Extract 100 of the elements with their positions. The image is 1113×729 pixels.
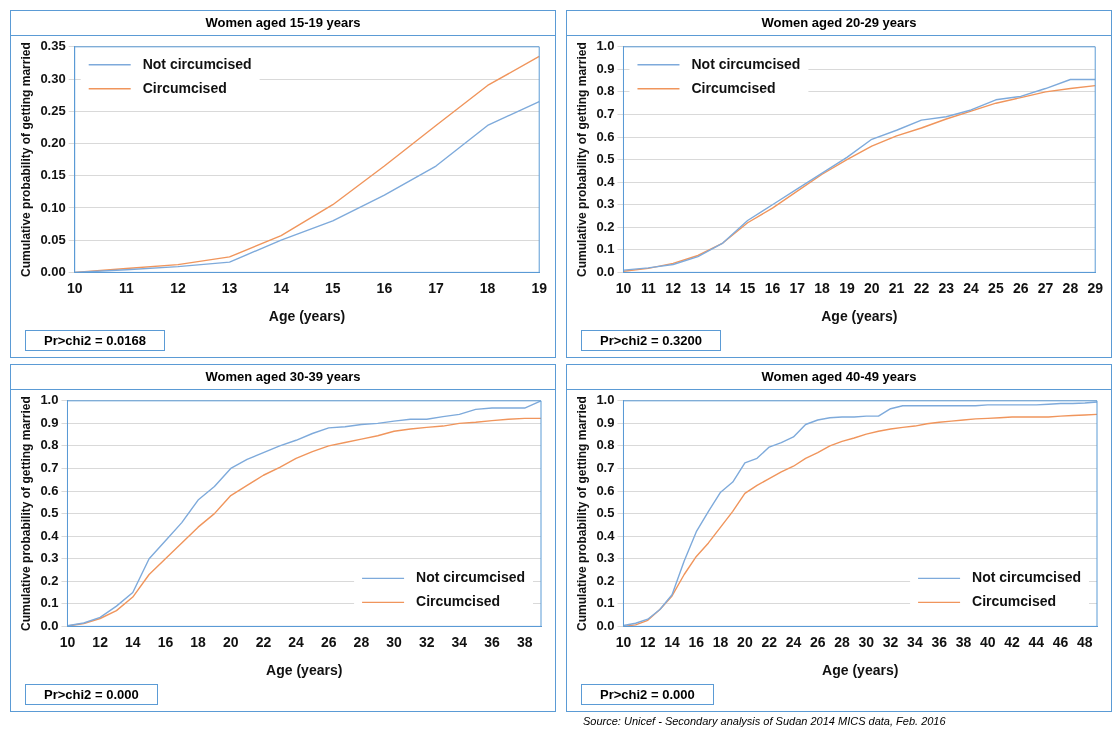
x-tick-label: 18 [814,279,831,296]
x-tick-label: 12 [170,279,186,296]
y-tick-label: 0.9 [596,414,615,430]
x-axis-title: Age (years) [268,308,346,325]
x-tick-label: 30 [858,633,875,650]
x-tick-label: 29 [1087,279,1104,296]
y-tick-label: 0.1 [40,595,59,611]
y-tick-label: 0.5 [596,505,615,521]
x-tick-label: 24 [288,633,305,650]
legend-label: Not circumcised [691,55,801,72]
x-tick-label: 36 [931,633,948,650]
y-tick-label: 0.35 [40,38,66,54]
y-tick-label: 0.05 [40,231,66,247]
x-tick-label: 21 [888,279,905,296]
y-tick-label: 0.5 [596,151,615,167]
y-tick-label: 0.5 [40,505,59,521]
x-tick-label: 11 [640,279,656,296]
y-tick-label: 0.10 [40,199,66,215]
x-axis-title: Age (years) [266,662,343,679]
legend-label: Not circumcised [972,569,1082,586]
x-tick-label: 10 [66,279,83,296]
y-tick-label: 0.4 [596,527,616,543]
legend-label: Circumcised [691,79,776,96]
x-tick-label: 13 [221,279,238,296]
x-tick-label: 10 [615,633,632,650]
x-tick-label: 27 [1037,279,1054,296]
x-tick-label: 46 [1052,633,1069,650]
y-tick-label: 1.0 [40,392,59,408]
x-tick-label: 26 [320,633,337,650]
x-tick-label: 16 [157,633,174,650]
x-tick-label: 42 [1004,633,1020,650]
y-axis-title: Cumulative probability of getting married [18,42,33,277]
x-axis-title: Age (years) [821,308,898,325]
x-tick-label: 26 [1012,279,1029,296]
y-tick-label: 0.3 [40,550,59,566]
y-tick-label: 1.0 [596,38,615,54]
x-tick-label: 24 [785,633,802,650]
x-tick-label: 12 [92,633,109,650]
x-tick-label: 20 [222,633,239,650]
x-tick-label: 17 [789,279,806,296]
chart-title: Women aged 15-19 years [11,11,555,36]
x-tick-label: 34 [907,633,923,650]
x-tick-label: 20 [863,279,880,296]
y-tick-label: 0.8 [596,83,615,99]
y-axis-title: Cumulative probability of getting married [574,42,589,277]
x-tick-label: 28 [353,633,370,650]
x-tick-label: 36 [484,633,501,650]
x-tick-label: 12 [665,279,682,296]
x-tick-label: 24 [963,279,980,296]
x-tick-label: 23 [938,279,955,296]
text: Pr>chi2 = 0.3200 [581,330,721,351]
x-tick-label: 32 [882,633,899,650]
y-tick-label: 0.2 [40,572,59,588]
x-tick-label: 18 [712,633,729,650]
x-tick-label: 28 [834,633,851,650]
source-note: Source: Unicef - Secondary analysis of Sudan 2014 MICS data, Feb. 2016 [583,715,946,727]
x-tick-label: 38 [955,633,972,650]
chart-title: Women aged 40-49 years [567,365,1111,390]
y-tick-label: 0.8 [596,437,615,453]
legend-label: Not circumcised [416,569,526,586]
y-tick-label: 0.3 [596,196,615,212]
y-tick-label: 0.0 [596,617,615,633]
y-tick-label: 0.7 [40,460,59,476]
x-tick-label: 12 [639,633,656,650]
y-tick-label: 0.0 [596,263,615,279]
x-tick-label: 16 [688,633,705,650]
text: Pr>chi2 = 0.000 [25,684,158,705]
text: Pr>chi2 = 0.000 [581,684,714,705]
x-tick-label: 22 [255,633,272,650]
legend-label: Not circumcised [142,55,252,72]
y-tick-label: 0.2 [596,218,615,234]
x-tick-label: 17 [428,279,444,296]
y-tick-label: 0.8 [40,437,59,453]
y-tick-label: 0.20 [40,135,66,151]
x-tick-label: 16 [764,279,781,296]
x-tick-label: 20 [737,633,753,650]
chart-title: Women aged 30-39 years [11,365,555,390]
x-tick-label: 16 [376,279,393,296]
y-tick-label: 0.00 [40,263,66,279]
y-tick-label: 0.15 [40,167,66,183]
y-tick-label: 0.3 [596,550,615,566]
y-tick-label: 0.30 [40,70,66,86]
y-tick-label: 0.9 [596,60,615,76]
x-tick-label: 15 [739,279,756,296]
text: Pr>chi2 = 0.0168 [25,330,165,351]
x-tick-label: 26 [809,633,826,650]
x-tick-label: 13 [690,279,706,296]
x-tick-label: 25 [988,279,1004,296]
x-tick-label: 14 [273,279,290,296]
y-tick-label: 0.9 [40,414,59,430]
x-tick-label: 38 [516,633,533,650]
y-tick-label: 0.0 [40,617,59,633]
y-tick-label: 0.2 [596,572,615,588]
x-tick-label: 14 [125,633,141,650]
x-tick-label: 19 [839,279,855,296]
x-tick-label: 22 [913,279,930,296]
x-tick-label: 14 [715,279,731,296]
y-tick-label: 0.7 [596,106,615,122]
x-tick-label: 10 [59,633,76,650]
x-tick-label: 18 [190,633,207,650]
